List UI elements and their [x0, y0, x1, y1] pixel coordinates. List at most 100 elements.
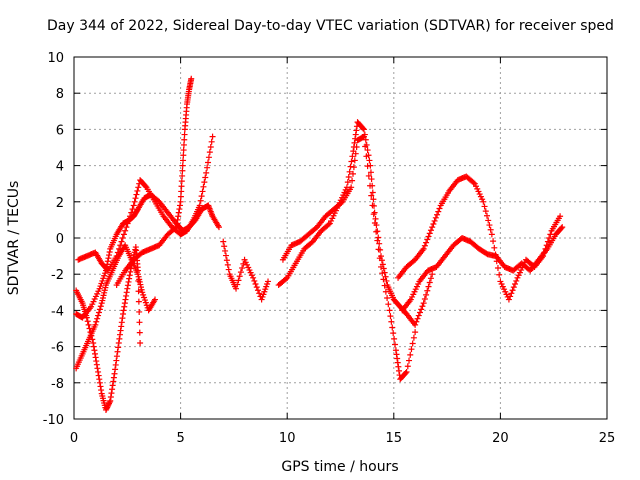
- data-point: [282, 275, 289, 282]
- data-point: [196, 202, 203, 209]
- data-point: [115, 344, 122, 351]
- y-tick-label: 4: [56, 160, 64, 175]
- data-point: [176, 202, 183, 209]
- data-point: [175, 209, 182, 216]
- x-tick-label: 15: [386, 431, 403, 446]
- data-point: [134, 187, 141, 194]
- data-point: [349, 170, 356, 177]
- data-point: [382, 288, 389, 295]
- data-point: [198, 193, 205, 200]
- data-point: [96, 306, 103, 313]
- data-point: [360, 125, 367, 132]
- data-point: [412, 329, 419, 336]
- data-point: [414, 315, 421, 322]
- data-point: [434, 211, 441, 218]
- data-point: [178, 183, 185, 190]
- data-point: [201, 179, 208, 186]
- data-point: [370, 196, 377, 203]
- data-point: [223, 257, 230, 264]
- data-point: [373, 228, 380, 235]
- data-point: [362, 143, 369, 150]
- data-point: [510, 284, 517, 291]
- data-point: [509, 287, 516, 294]
- data-point: [407, 351, 414, 358]
- data-point: [208, 138, 215, 145]
- data-point: [93, 358, 100, 365]
- data-point: [392, 347, 399, 354]
- data-point: [375, 246, 382, 253]
- data-point: [177, 198, 184, 205]
- data-point: [109, 386, 116, 393]
- data-point: [386, 307, 393, 314]
- y-tick-label: -8: [51, 377, 64, 392]
- data-point: [85, 321, 92, 328]
- data-point: [106, 248, 113, 255]
- data-point: [105, 255, 112, 262]
- data-point: [135, 277, 142, 284]
- grid: [74, 57, 607, 419]
- data-point: [383, 277, 390, 284]
- data-point: [112, 361, 119, 368]
- data-point: [348, 184, 355, 191]
- data-point: [132, 195, 139, 202]
- data-point: [222, 252, 229, 259]
- data-point: [424, 287, 431, 294]
- data-point: [496, 271, 503, 278]
- data-point: [393, 351, 400, 358]
- data-point: [431, 217, 438, 224]
- x-tick-label: 5: [176, 431, 184, 446]
- data-point: [215, 224, 222, 231]
- data-point: [436, 205, 443, 212]
- data-point: [221, 243, 228, 250]
- data-point: [123, 224, 130, 231]
- data-point: [98, 387, 105, 394]
- data-point: [395, 363, 402, 370]
- data-point: [87, 329, 94, 336]
- data-point: [505, 296, 512, 303]
- data-point: [423, 239, 430, 246]
- data-point: [89, 336, 96, 343]
- data-point: [487, 226, 494, 233]
- data-point: [222, 247, 229, 254]
- data-point: [345, 173, 352, 180]
- x-tick-label: 0: [70, 431, 78, 446]
- y-tick-label: 10: [47, 51, 64, 66]
- data-point: [410, 334, 417, 341]
- data-point: [136, 308, 143, 315]
- data-point: [547, 231, 554, 238]
- data-point: [131, 198, 138, 205]
- data-point: [93, 318, 100, 325]
- data-point: [180, 141, 187, 148]
- data-point: [206, 149, 213, 156]
- data-point: [180, 157, 187, 164]
- data-point: [421, 296, 428, 303]
- data-point: [239, 264, 246, 271]
- data-point: [235, 277, 242, 284]
- data-point: [404, 363, 411, 370]
- data-point: [128, 209, 135, 216]
- data-point: [124, 220, 131, 227]
- data-point: [110, 378, 117, 385]
- data-point: [233, 285, 240, 292]
- data-point: [388, 318, 395, 325]
- data-point: [114, 249, 121, 256]
- data-point: [118, 238, 125, 245]
- series-track-7: [275, 119, 436, 328]
- data-point: [390, 330, 397, 337]
- data-point: [379, 270, 386, 277]
- data-point: [559, 224, 566, 231]
- data-point: [346, 168, 353, 175]
- data-point: [349, 153, 356, 160]
- data-point: [106, 399, 113, 406]
- data-point: [256, 290, 263, 297]
- data-point: [366, 157, 373, 164]
- data-point: [121, 300, 128, 307]
- data-point: [177, 193, 184, 200]
- data-point: [363, 153, 370, 160]
- data-point: [369, 202, 376, 209]
- data-point: [204, 164, 211, 171]
- data-point: [83, 314, 90, 321]
- data-point: [426, 279, 433, 286]
- data-point: [403, 368, 410, 375]
